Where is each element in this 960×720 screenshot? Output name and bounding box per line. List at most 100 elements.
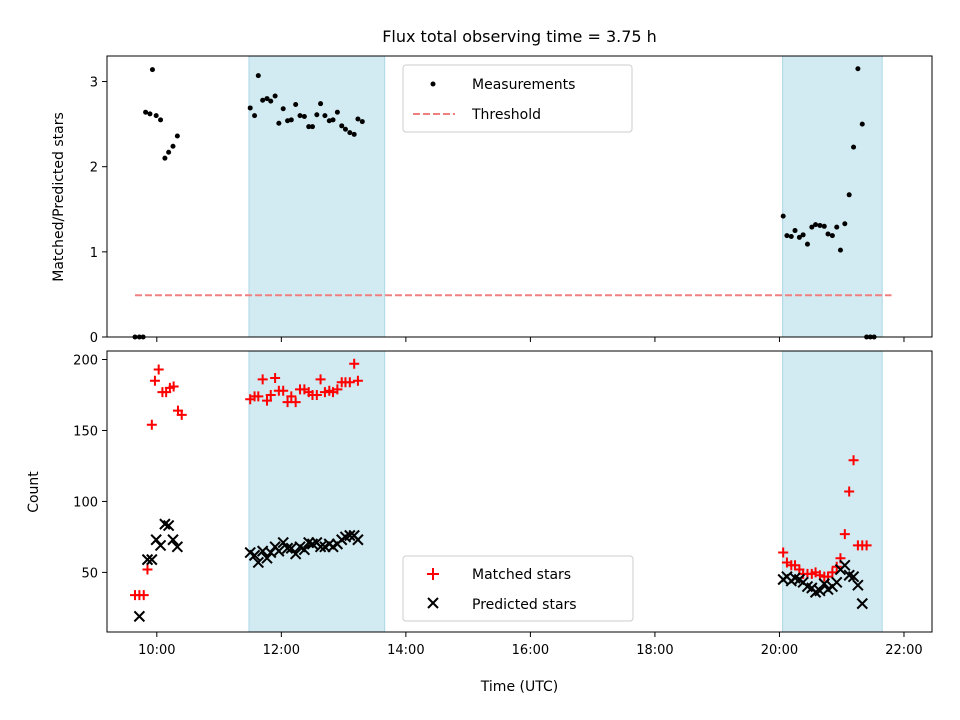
measurement-point <box>143 109 149 115</box>
measurement-point <box>306 124 312 130</box>
observing-window <box>782 350 883 633</box>
measurement-point <box>330 117 336 123</box>
measurement-point <box>285 118 291 124</box>
matched-star-point <box>332 384 343 395</box>
measurement-point <box>339 123 345 129</box>
predicted-star-point <box>289 548 302 560</box>
measurement-point <box>342 126 348 132</box>
measurement-point <box>166 149 172 155</box>
legend-predicted-label: Predicted stars <box>472 597 577 613</box>
matched-star-point <box>311 389 322 400</box>
legend-top-frame <box>402 64 633 133</box>
predicted-star-point <box>281 542 294 554</box>
legend-measurements-label: Measurements <box>472 77 575 93</box>
measurement-point <box>355 116 361 122</box>
measurement-point <box>846 192 852 198</box>
matched-star-point <box>827 567 838 578</box>
matched-star-point <box>265 389 276 400</box>
predicted-star-point <box>252 556 265 569</box>
measurement-point <box>821 223 827 229</box>
measurement-point <box>272 93 278 99</box>
measurement-point <box>247 105 253 111</box>
measurement-point <box>147 111 153 117</box>
predicted-star-point <box>133 610 146 623</box>
measurement-point <box>318 101 324 107</box>
y-tick-label: 100 <box>73 495 98 510</box>
predicted-star-point <box>847 570 860 583</box>
matched-star-point <box>138 590 149 601</box>
matched-star-point <box>839 529 850 540</box>
legend-threshold-label: Threshold <box>471 107 541 123</box>
predicted-star-point <box>162 519 175 532</box>
measurement-point <box>809 224 815 230</box>
predicted-star-point <box>818 578 830 590</box>
measurement-point <box>174 133 180 139</box>
matched-star-point <box>142 564 153 575</box>
y-axis-label-bottom: Count <box>26 471 42 513</box>
measurement-point <box>800 232 806 238</box>
measurement-point <box>817 222 823 228</box>
matched-star-point <box>270 372 281 383</box>
legend-matched-label: Matched stars <box>472 567 571 583</box>
measurement-point <box>153 113 159 119</box>
measurement-point <box>309 124 315 130</box>
legend-measurements-marker <box>430 81 436 87</box>
y-tick-label: 0 <box>90 331 98 346</box>
measurement-point <box>804 241 810 247</box>
measurement-point <box>792 228 798 234</box>
matched-star-point <box>848 455 859 466</box>
measurement-point <box>359 119 365 125</box>
matched-star-point <box>344 377 355 388</box>
measurement-point <box>813 222 819 228</box>
predicted-star-point <box>852 579 864 591</box>
matched-star-point <box>176 409 187 420</box>
axes-frame-top <box>106 55 933 338</box>
matched-star-point <box>844 486 855 497</box>
measurement-point <box>264 96 270 102</box>
y-tick-label: 50 <box>81 566 98 581</box>
predicted-star-point <box>298 543 311 556</box>
x-axis-label: Time (UTC) <box>480 679 558 695</box>
x-tick-label: 10:00 <box>138 643 175 658</box>
y-axis-ticks-top: 0 1 2 3 <box>90 76 107 346</box>
measurement-point <box>784 233 790 239</box>
y-tick-label: 150 <box>73 424 98 439</box>
measurement-point <box>149 67 155 73</box>
y-tick-label: 200 <box>73 354 98 369</box>
x-axis-ticks-top <box>156 337 905 342</box>
measurement-point <box>829 233 835 239</box>
matched-star-point <box>153 364 164 375</box>
measurement-point <box>837 247 843 253</box>
legend-matched-marker <box>427 568 439 580</box>
measurement-point <box>351 131 357 137</box>
matched-star-point <box>262 395 273 406</box>
predicted-star-point <box>167 534 179 546</box>
matched-star-point <box>315 374 326 385</box>
chart-title: Flux total observing time = 3.75 h <box>382 27 657 46</box>
measurement-point <box>297 113 303 119</box>
measurement-point <box>301 113 307 119</box>
measurement-point <box>314 112 320 118</box>
predicted-star-point <box>248 549 261 562</box>
legend-bottom-frame <box>402 555 634 622</box>
observing-window <box>782 55 883 338</box>
measurement-point <box>276 120 282 126</box>
y-tick-label: 1 <box>90 246 98 261</box>
measurement-point <box>842 221 848 227</box>
y-axis-label-top: Matched/Predicted stars <box>51 112 67 282</box>
measurement-point <box>255 73 261 79</box>
x-axis-ticks-bottom: 10:00 12:00 14:00 16:00 18:00 20:00 22:00 <box>138 632 923 658</box>
predicted-star-point <box>154 539 167 552</box>
x-tick-label: 14:00 <box>387 643 424 658</box>
matched-star-point <box>149 375 160 386</box>
measurement-point <box>825 231 831 237</box>
predicted-star-point <box>159 518 171 530</box>
predicted-star-point <box>261 552 273 564</box>
measurement-point <box>268 98 274 104</box>
measurement-point <box>170 143 176 149</box>
predicted-star-point <box>273 545 285 557</box>
y-tick-label: 2 <box>90 161 98 176</box>
measurement-point <box>260 97 266 103</box>
